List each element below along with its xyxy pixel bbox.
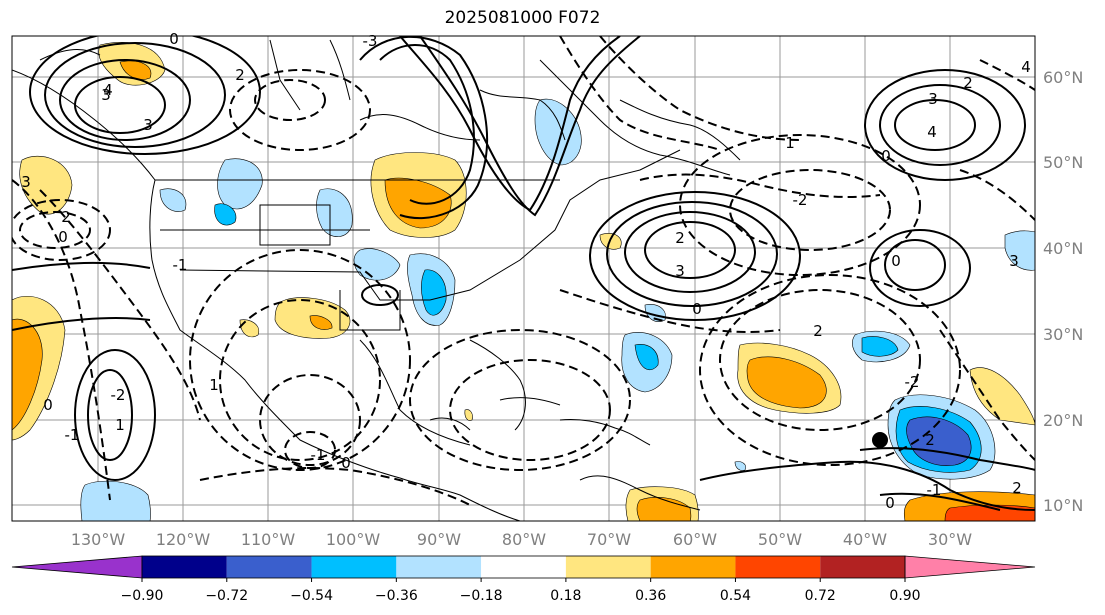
contours-solid [12,36,1035,511]
contour-label: 3 [928,90,938,108]
colorbar-extend-min [11,555,143,579]
storm-position-marker [872,432,888,448]
anomaly-shading [12,42,1035,521]
longitude-label: 60°W [673,530,717,549]
longitude-label: 40°W [843,530,887,549]
contour-label: 3 [675,262,685,280]
contour-label: -2 [793,191,808,209]
contour-label: 0 [43,396,53,414]
colorbar-tick-label: −0.90 [121,588,164,604]
contour-label: -1 [173,256,188,274]
contour-label: 4 [927,123,937,141]
contour-label: 3 [21,173,31,191]
contour-label: 2 [61,208,71,226]
longitude-label: 80°W [502,530,546,549]
colorbar-segment [735,556,821,578]
colorbar-tick-label: 0.36 [635,588,666,604]
contour-label: 2 [1012,479,1022,497]
contour-label: 3 [143,116,153,134]
contour-label: -3 [363,32,378,50]
colorbar-segment [142,556,227,578]
colorbar-segment [481,556,566,578]
colorbar-segment [226,556,312,578]
contour-label: 2 [235,66,245,84]
latitude-label: 40°N [1043,239,1083,258]
colorbar-tick-label: 0.54 [720,588,751,604]
contour-label: 3 [101,86,111,104]
latitude-label: 30°N [1043,325,1083,344]
colorbar-tick-label: 0.90 [889,588,920,604]
contour-label: 2 [925,431,935,449]
contour-label: 0 [692,300,702,318]
longitude-label: 70°W [587,530,631,549]
colorbar-tick-label: −0.18 [460,588,503,604]
latitude-label: 20°N [1043,411,1083,430]
colorbar: −0.90 −0.72 −0.54 −0.36 −0.18 0.18 0.36 0.54 0.7… [11,555,1036,604]
contour-label: 0 [169,30,179,48]
colorbar-tick-label: 0.72 [805,588,836,604]
colorbar-extend-max [904,555,1036,579]
colorbar-segment [650,556,736,578]
contour-label: 2 [813,322,823,340]
contour-label: -1 [311,446,326,464]
map-frame [11,35,1036,522]
colorbar-frame [141,555,906,579]
longitude-labels: 130°W 120°W 110°W 100°W 90°W 80°W 70°W 60°W 50°W… [71,530,972,549]
colorbar-segment [820,556,905,578]
longitude-label: 110°W [241,530,296,549]
latitude-label: 50°N [1043,153,1083,172]
longitude-label: 50°W [758,530,802,549]
colorbar-tick-label: −0.54 [290,588,333,604]
contour-label: -1 [65,426,80,444]
contour-label: -2 [111,386,126,404]
longitude-label: 130°W [71,530,126,549]
contours-dashed [12,36,1035,506]
latitude-labels: 60°N 50°N 40°N 30°N 20°N 10°N [1043,68,1083,515]
colorbar-tick-label: −0.72 [205,588,248,604]
colorbar-tick-label: −0.36 [375,588,418,604]
contour-label: 0 [58,228,68,246]
longitude-label: 90°W [417,530,461,549]
contour-label: 3 [1009,252,1019,270]
contour-label: 2 [675,229,685,247]
contour-label: 1 [785,134,795,152]
colorbar-segment [565,556,651,578]
contour-label: -1 [927,481,942,499]
contour-label: 2 [963,74,973,92]
colorbar-tick-label: 0.18 [550,588,581,604]
longitude-label: 30°W [928,530,972,549]
contour-label: 1 [115,416,125,434]
contour-label: -2 [905,373,920,391]
latitude-label: 60°N [1043,68,1083,87]
colorbar-segment [396,556,482,578]
contour-label: 4 [103,81,113,99]
longitude-label: 120°W [156,530,211,549]
contour-label: 0 [885,494,895,512]
colorbar-segment [311,556,397,578]
map-title: 2025081000 F072 [444,8,601,28]
latitude-label: 10°N [1043,496,1083,515]
contour-label: 0 [881,147,891,165]
contour-label: 4 [1021,58,1031,76]
contour-label: 0 [341,454,351,472]
contour-label: 1 [209,376,219,394]
longitude-label: 100°W [326,530,381,549]
contour-label: 0 [891,252,901,270]
